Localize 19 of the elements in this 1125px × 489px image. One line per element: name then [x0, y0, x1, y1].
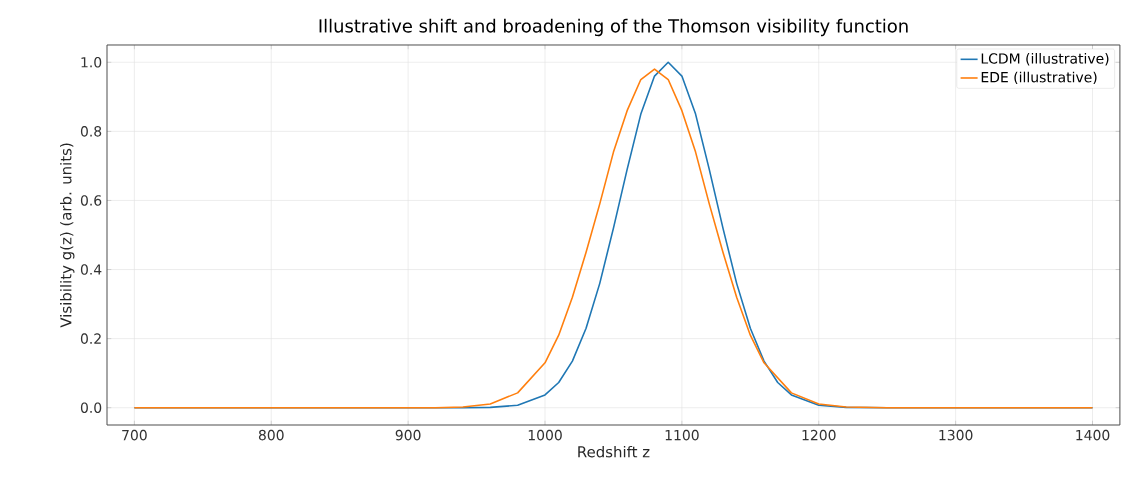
chart-title: Illustrative shift and broadening of the Thomson visibility function [319, 18, 908, 37]
y-tick-label: 0.4 [80, 264, 102, 275]
legend-label: LCDM (illustrative) [981, 52, 1109, 66]
y-tick-label: 0.8 [80, 126, 102, 137]
y-tick-label: 0.6 [80, 195, 102, 206]
x-tick-label: 1400 [1076, 429, 1110, 441]
x-tick-label: 1300 [939, 429, 973, 441]
y-axis-title: Visibility g(z) (arb. units) [60, 143, 75, 328]
x-tick-label: 1100 [665, 429, 699, 441]
x-tick-label: 1200 [802, 429, 836, 441]
x-tick-label: 1000 [528, 429, 562, 441]
legend-label: EDE (illustrative) [981, 71, 1097, 85]
y-tick-label: 0.2 [80, 333, 101, 344]
x-tick-label: 900 [395, 429, 421, 441]
y-tick-label: 0.0 [80, 402, 102, 414]
x-tick-label: 800 [258, 429, 284, 441]
x-tick-label: 700 [122, 429, 147, 441]
x-axis-title: Redshift z [578, 445, 650, 458]
y-tick-label: 1.0 [81, 56, 102, 68]
